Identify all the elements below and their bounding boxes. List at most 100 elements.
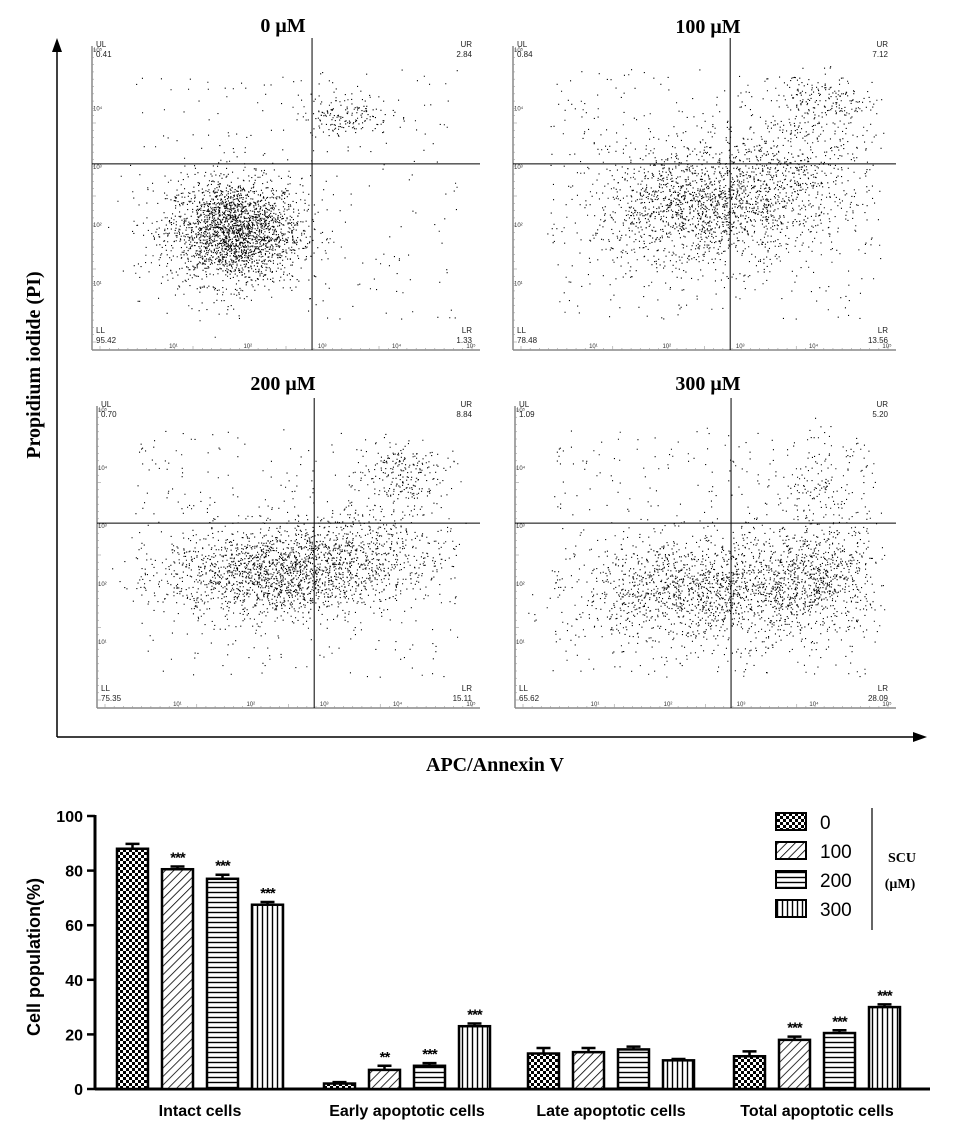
quadrant-label-lr: LR: [878, 326, 888, 335]
error-bar: [467, 1022, 482, 1027]
bar-300-0: [250, 903, 285, 1091]
quadrant-label-ll: LL: [96, 326, 105, 335]
legend-entry-label: 0: [820, 813, 831, 834]
quadrant-value-lr: 13.56: [868, 336, 889, 345]
bar-y-tick-label: 0: [74, 1082, 83, 1099]
quadrant-label-ul: UL: [101, 400, 112, 409]
error-bar: [671, 1057, 686, 1061]
flow-y-tick-label: 10¹: [516, 640, 525, 646]
flow-x-tick-label: 10²: [243, 344, 252, 350]
flow-panel-axes: [514, 406, 896, 709]
flow-y-tick-label: 10⁴: [98, 465, 108, 472]
flow-scatter-points: [112, 429, 467, 678]
legend-swatch-0: [775, 812, 807, 831]
flow-y-tick-label: 10⁵: [516, 407, 526, 414]
quadrant-value-ul: 1.09: [519, 410, 535, 419]
bar-100-2: [571, 1050, 606, 1091]
bar-y-tick-label: 80: [65, 864, 83, 881]
flow-y-tick-label: 10⁵: [98, 407, 108, 414]
error-bar: [742, 1050, 757, 1057]
legend-subtitle: (μM): [885, 877, 916, 892]
flow-x-tick-label: 10¹: [589, 344, 598, 350]
quadrant-label-ll: LL: [101, 684, 110, 693]
flow-y-tick-label: 10⁴: [514, 105, 524, 112]
flow-y-tick-label: 10⁴: [516, 465, 526, 472]
significance-marker: ***: [877, 987, 893, 1004]
flow-x-tick-label: 10²: [664, 702, 673, 708]
error-bar: [787, 1035, 802, 1040]
flow-panel-axes: [96, 406, 480, 709]
bar-300-3: [867, 1005, 902, 1091]
quadrant-value-ul: 0.84: [517, 50, 533, 59]
flow-x-tick-label: 10⁵: [882, 701, 892, 708]
flow-y-tick-label: 10³: [93, 165, 102, 171]
flow-x-tick-label: 10³: [736, 344, 745, 350]
quadrant-value-ur: 8.84: [456, 410, 472, 419]
flow-panel-2: 100 μM10¹10¹10²10²10³10³10⁴10⁴10⁵10⁵UL0.…: [512, 16, 896, 351]
flow-x-tick-label: 10⁵: [882, 343, 892, 350]
error-bar: [832, 1029, 847, 1034]
bar-0-0: [115, 847, 150, 1091]
flow-x-tick-label: 10²: [246, 702, 255, 708]
error-bar: [536, 1046, 551, 1054]
significance-marker: **: [380, 1049, 391, 1066]
flow-panel-title: 0 μM: [260, 15, 305, 37]
error-bar: [215, 873, 230, 879]
flow-y-tick-label: 10²: [514, 223, 523, 229]
quadrant-label-ur: UR: [876, 40, 888, 49]
significance-marker: ***: [422, 1046, 438, 1063]
significance-marker: ***: [787, 1020, 803, 1037]
error-bar: [260, 900, 275, 905]
legend-entry-label: 300: [820, 900, 852, 921]
bar-category-label: Late apoptotic cells: [536, 1103, 685, 1120]
quadrant-value-lr: 28.09: [868, 694, 889, 703]
flow-x-tick-label: 10¹: [169, 344, 178, 350]
quadrant-label-lr: LR: [462, 684, 472, 693]
quadrant-value-lr: 1.33: [456, 336, 472, 345]
legend: 0 100 200 300 SCU (μM): [775, 808, 916, 930]
flow-y-axis-label: Propidium iodide (PI): [23, 271, 45, 458]
flow-panel-title: 300 μM: [675, 373, 740, 395]
quadrant-value-ur: 2.84: [456, 50, 472, 59]
bar-chart-block: Cell population(%) 0 20 40 60 80 100 Intact ce…: [24, 808, 930, 1120]
quadrant-value-lr: 15.11: [453, 694, 473, 703]
significance-marker: ***: [170, 850, 186, 867]
quadrant-value-ll: 95.42: [96, 336, 117, 345]
flow-y-tick-label: 10¹: [514, 282, 523, 288]
flow-panel-title: 200 μM: [250, 373, 315, 395]
bar-category-label: Total apoptotic cells: [740, 1103, 894, 1120]
flow-outer-y-arrow-icon: [52, 38, 62, 52]
flow-scatter-points: [108, 69, 458, 338]
flow-outer-x-arrow-icon: [913, 732, 927, 742]
significance-marker: ***: [215, 858, 231, 875]
quadrant-value-ll: 65.62: [519, 694, 540, 703]
flow-y-tick-label: 10⁵: [514, 47, 524, 54]
significance-marker: ***: [260, 885, 276, 902]
legend-entry-label: 100: [820, 842, 852, 863]
flow-x-tick-label: 10²: [662, 344, 671, 350]
bar-200-1: [412, 1064, 447, 1091]
error-bar: [626, 1045, 641, 1050]
quadrant-value-ll: 78.48: [517, 336, 538, 345]
bar-100-0: [160, 867, 195, 1091]
flow-panel-3: 200 μM10¹10¹10²10²10³10³10⁴10⁴10⁵10⁵UL0.…: [96, 373, 480, 709]
flow-x-tick-label: 10¹: [591, 702, 600, 708]
significance-marker: ***: [832, 1013, 848, 1030]
legend-entry-label: 200: [820, 871, 852, 892]
flow-x-tick-label: 10¹: [173, 702, 182, 708]
flow-x-axis-label: APC/Annexin V: [426, 754, 565, 776]
flow-y-tick-label: 10¹: [93, 282, 102, 288]
flow-x-tick-label: 10⁴: [393, 701, 403, 708]
flow-x-tick-label: 10³: [737, 702, 746, 708]
legend-title: SCU: [888, 851, 916, 866]
bar-0-1: [322, 1082, 357, 1091]
flow-panel-axes: [91, 46, 480, 351]
quadrant-value-ul: 0.41: [96, 50, 112, 59]
flow-x-tick-label: 10⁴: [809, 343, 819, 350]
flow-y-tick-label: 10³: [514, 165, 523, 171]
flow-x-tick-label: 10³: [318, 344, 327, 350]
bar-y-tick-label: 20: [65, 1027, 83, 1044]
bar-200-0: [205, 877, 240, 1091]
error-bar: [377, 1064, 392, 1070]
flow-panel-title: 100 μM: [675, 16, 740, 38]
